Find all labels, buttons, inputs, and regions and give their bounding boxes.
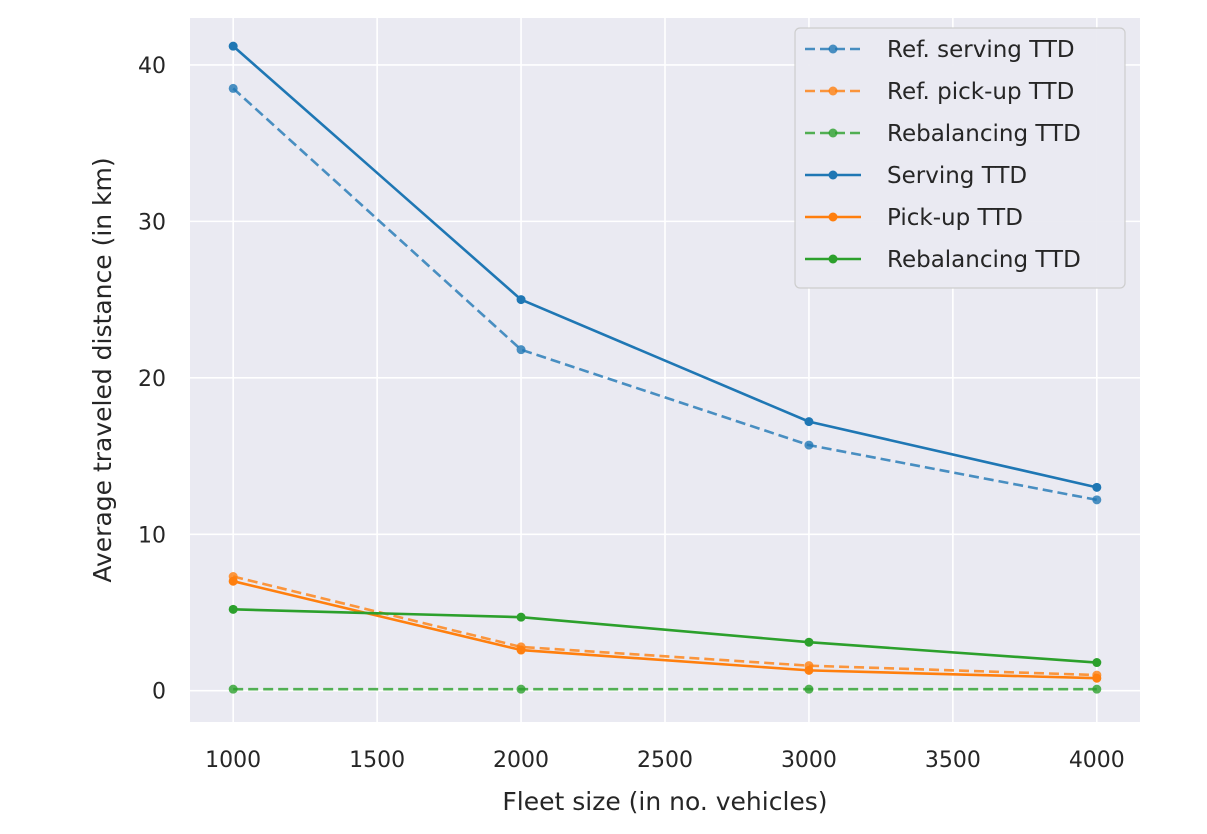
legend-label: Ref. serving TTD [887,37,1075,63]
x-tick-label: 2500 [637,748,693,773]
series-2 [228,684,1102,694]
data-point [804,665,814,675]
data-point [1092,684,1102,694]
x-tick-label: 3000 [781,748,837,773]
data-point [516,345,526,355]
legend-marker [828,128,838,138]
series-4 [228,576,1102,683]
legend-label: Rebalancing TTD [887,247,1081,273]
y-tick-label: 30 [138,210,166,235]
y-tick-label: 10 [138,523,166,548]
series-layer [228,41,1102,694]
x-tick-label: 4000 [1069,748,1125,773]
tick-labels: 1000 1500 2000 2500 3000 3500 4000 0 10 20 30 40 [138,54,1125,773]
legend-marker [828,44,838,54]
data-point [804,440,814,450]
legend-label: Ref. pick-up TTD [887,79,1074,105]
x-axis-label: Fleet size (in no. vehicles) [502,787,827,816]
y-tick-label: 0 [152,680,166,705]
legend: Ref. serving TTD Ref. pick-up TTD Rebalanc… [794,27,1126,289]
legend-box [794,27,1126,289]
legend-entry: Pick-up TTD [805,205,1023,231]
legend-marker [828,170,838,180]
legend-entry: Ref. pick-up TTD [805,79,1074,105]
y-tick-label: 40 [138,54,166,79]
series-line [232,579,1097,680]
data-point [804,684,814,694]
data-point [804,417,814,427]
series-3 [228,41,1102,492]
series-5 [228,604,1102,668]
legend-label: Serving TTD [887,163,1027,189]
x-tick-label: 2000 [493,748,549,773]
y-axis-label: Average traveled distance (in km) [88,157,117,582]
data-point [1092,658,1102,668]
y-tick-label: 20 [138,367,166,392]
data-point [516,295,526,305]
legend-marker [828,254,838,264]
legend-label: Pick-up TTD [887,205,1023,231]
legend-label: Rebalancing TTD [887,121,1081,147]
data-point [516,612,526,622]
legend-entry: Ref. serving TTD [805,37,1075,63]
data-point [1092,482,1102,492]
legend-marker [828,86,838,96]
series-line [232,45,1098,489]
legend-entry: Rebalancing TTD [805,121,1081,147]
data-point [516,684,526,694]
data-point [1092,495,1102,505]
series-0 [228,83,1102,505]
data-point [1092,673,1102,683]
data-point [228,83,238,93]
series-line [232,87,1098,502]
data-point [516,645,526,655]
data-point [228,576,238,586]
legend-marker [828,212,838,222]
legend-entry: Rebalancing TTD [805,247,1081,273]
x-tick-label: 1500 [349,748,405,773]
data-point [804,637,814,647]
series-line [233,608,1097,664]
series-line [232,575,1097,677]
x-tick-label: 3500 [925,748,981,773]
x-tick-label: 1000 [205,748,261,773]
data-point [228,604,238,614]
data-point [228,41,238,51]
legend-entry: Serving TTD [805,163,1027,189]
data-point [228,684,238,694]
